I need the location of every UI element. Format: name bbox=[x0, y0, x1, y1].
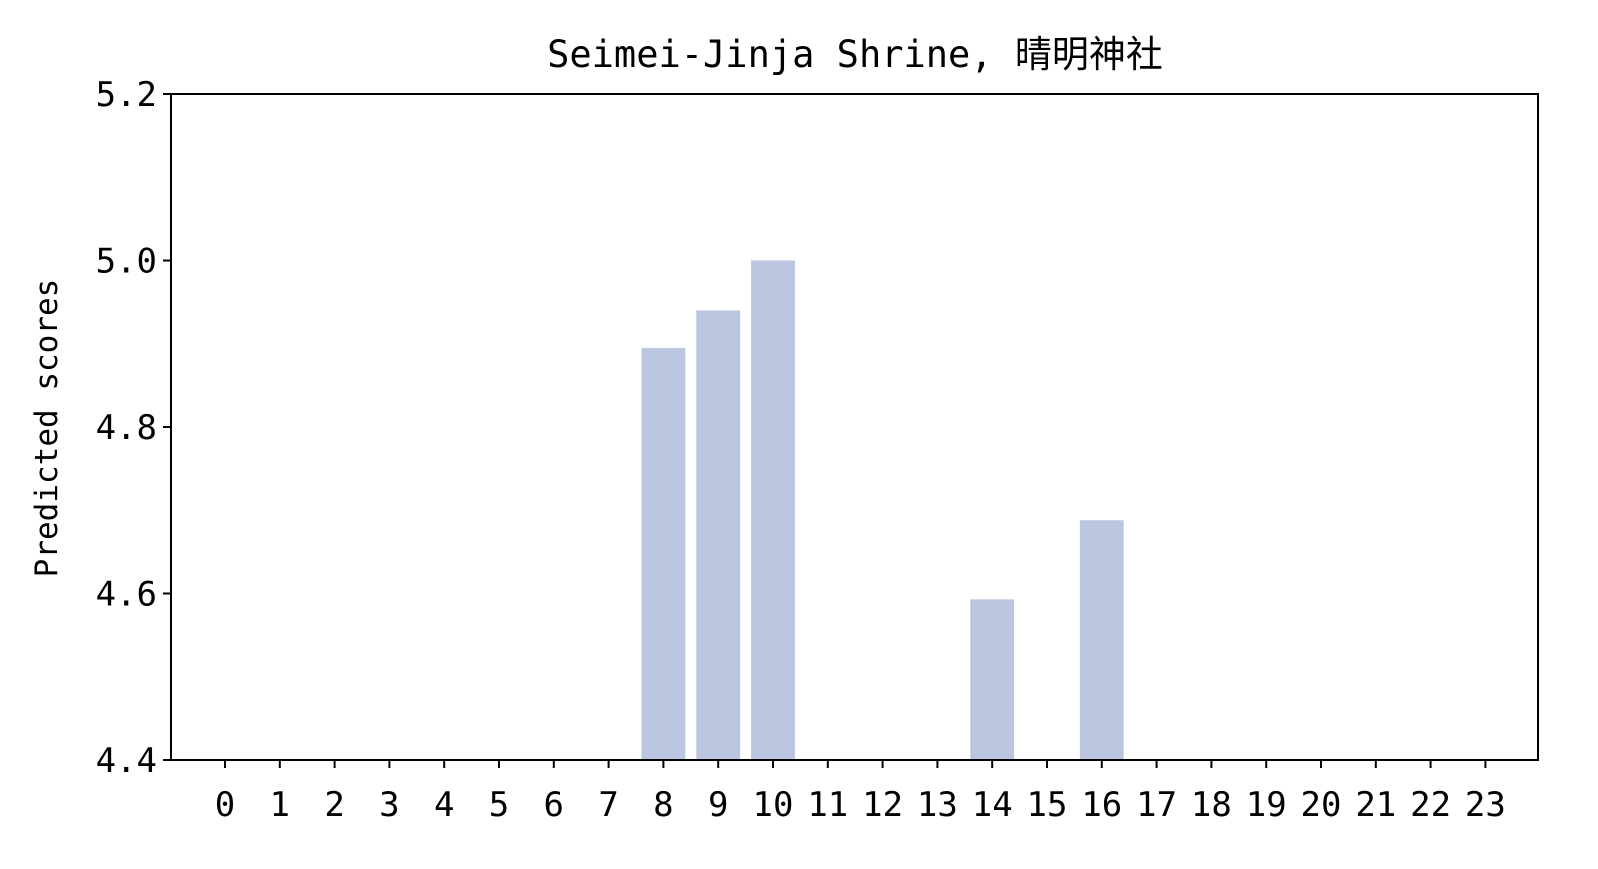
bar-8 bbox=[641, 347, 686, 760]
x-tick-label: 7 bbox=[598, 785, 618, 825]
x-tick-label: 5 bbox=[489, 785, 509, 825]
x-tick-label: 8 bbox=[653, 785, 673, 825]
x-tick-label: 15 bbox=[1027, 785, 1068, 825]
bar-16 bbox=[1079, 520, 1124, 760]
x-tick-label: 9 bbox=[708, 785, 728, 825]
y-tick-label: 5.0 bbox=[96, 242, 157, 282]
x-tick-label: 6 bbox=[544, 785, 564, 825]
y-tick-label: 4.4 bbox=[96, 741, 157, 781]
bar-9 bbox=[696, 310, 741, 760]
x-tick-label: 20 bbox=[1301, 785, 1342, 825]
x-tick-label: 10 bbox=[753, 785, 794, 825]
x-tick-label: 21 bbox=[1355, 785, 1396, 825]
x-tick-label: 4 bbox=[434, 785, 454, 825]
x-tick-label: 1 bbox=[270, 785, 290, 825]
plot-frame bbox=[170, 93, 1539, 761]
x-tick-label: 3 bbox=[379, 785, 399, 825]
x-tick-label: 2 bbox=[324, 785, 344, 825]
x-tick-label: 17 bbox=[1136, 785, 1177, 825]
y-axis: 4.4 4.6 4.8 5.0 5.2 bbox=[96, 75, 171, 781]
chart-title: Seimei-Jinja Shrine, 晴明神社 bbox=[547, 33, 1163, 76]
x-tick-label: 0 bbox=[215, 785, 235, 825]
x-tick-label: 19 bbox=[1246, 785, 1287, 825]
y-tick-label: 5.2 bbox=[96, 75, 157, 115]
bars-group bbox=[641, 260, 1124, 760]
bar-10 bbox=[751, 260, 795, 760]
x-tick-label: 11 bbox=[807, 785, 848, 825]
x-tick-label: 23 bbox=[1465, 785, 1506, 825]
x-tick-label: 14 bbox=[972, 785, 1013, 825]
y-tick-label: 4.6 bbox=[96, 575, 157, 615]
y-axis-label: Predicted scores bbox=[29, 279, 65, 578]
x-tick-label: 16 bbox=[1081, 785, 1122, 825]
x-tick-label: 22 bbox=[1410, 785, 1451, 825]
y-tick-label: 4.8 bbox=[96, 408, 157, 448]
x-axis: 0 1 2 3 4 5 6 7 8 9 10 11 12 13 14 15 16 17 18 19 20 21 22 23 bbox=[215, 760, 1506, 825]
x-tick-label: 18 bbox=[1191, 785, 1232, 825]
bar-14 bbox=[970, 599, 1015, 760]
x-tick-label: 12 bbox=[862, 785, 903, 825]
x-tick-label: 13 bbox=[917, 785, 958, 825]
